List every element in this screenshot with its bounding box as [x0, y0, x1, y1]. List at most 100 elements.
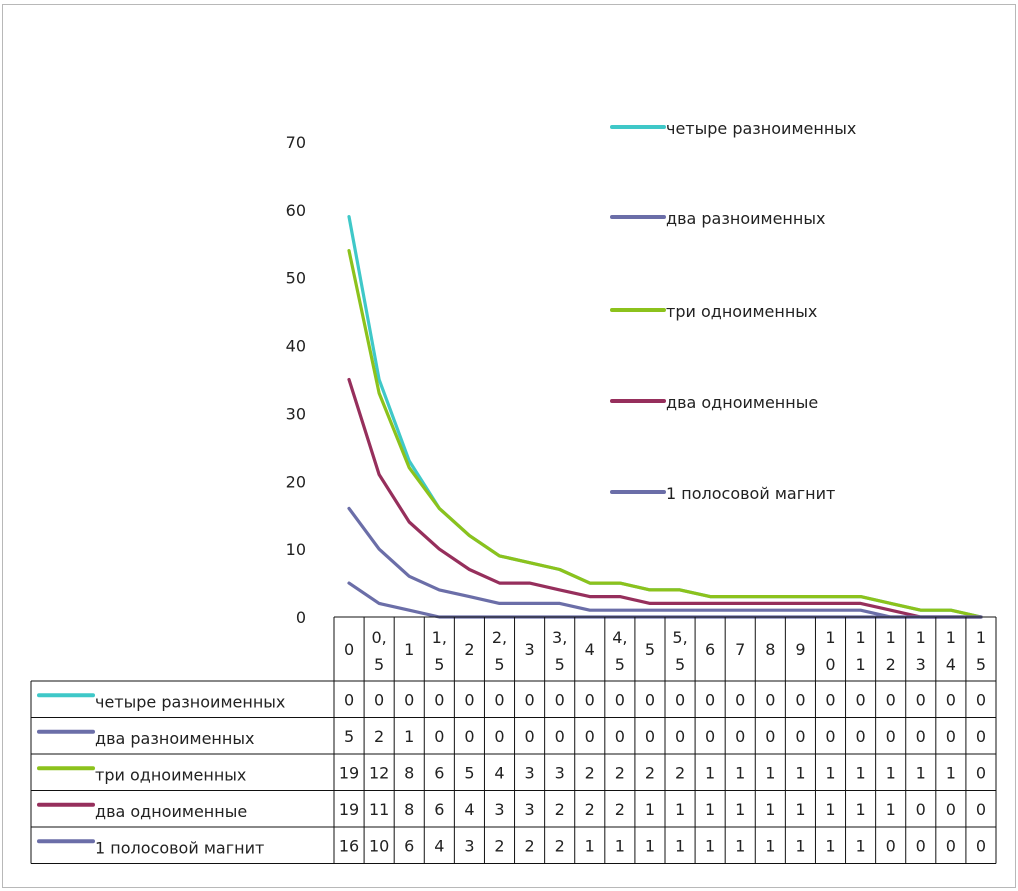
y-tick-label: 30: [286, 404, 306, 423]
table-cell: 0: [555, 727, 565, 746]
table-cell: 0: [976, 690, 986, 709]
table-cell: 1: [795, 763, 805, 782]
table-cell: 1: [795, 800, 805, 819]
y-tick-label: 10: [286, 540, 306, 559]
table-cell: 0: [735, 727, 745, 746]
table-cell: 11: [369, 800, 389, 819]
table-cell: 2: [615, 763, 625, 782]
x-tick-label: 0: [825, 655, 835, 674]
table-cell: 0: [946, 800, 956, 819]
x-tick-label: 8: [765, 640, 775, 659]
y-tick-label: 50: [286, 269, 306, 288]
legend-entry: три одноименных: [666, 302, 817, 321]
table-cell: 0: [705, 690, 715, 709]
table-row-label: два разноименных: [95, 729, 254, 748]
y-tick-label: 0: [296, 608, 306, 627]
table-cell: 5: [344, 727, 354, 746]
table-cell: 4: [494, 763, 504, 782]
table-cell: 8: [404, 800, 414, 819]
table-cell: 2: [555, 836, 565, 855]
x-tick-label: 5,: [672, 628, 687, 647]
x-tick-label: 5: [675, 655, 685, 674]
table-cell: 1: [765, 763, 775, 782]
table-cell: 0: [855, 690, 865, 709]
table-cell: 1: [705, 763, 715, 782]
x-tick-label: 2: [464, 640, 474, 659]
table-cell: 2: [494, 836, 504, 855]
series-line-4: [347, 506, 983, 619]
table-cell: 0: [404, 690, 414, 709]
x-tick-label: 4: [946, 655, 956, 674]
table-cell: 0: [464, 690, 474, 709]
table-cell: 0: [886, 727, 896, 746]
table-cell: 1: [916, 763, 926, 782]
x-tick-label: 1: [825, 628, 835, 647]
x-tick-label: 1: [855, 628, 865, 647]
table-cell: 0: [765, 690, 775, 709]
table-cell: 1: [615, 836, 625, 855]
table-cell: 19: [339, 763, 359, 782]
table-cell: 0: [946, 836, 956, 855]
table-cell: 1: [735, 763, 745, 782]
table-cell: 1: [886, 800, 896, 819]
table-cell: 1: [855, 800, 865, 819]
table-cell: 0: [976, 836, 986, 855]
table-cell: 0: [494, 690, 504, 709]
x-tick-label: 1: [946, 628, 956, 647]
table-cell: 0: [976, 763, 986, 782]
table-cell: 6: [404, 836, 414, 855]
table-cell: 0: [765, 727, 775, 746]
table-cell: 0: [916, 836, 926, 855]
x-tick-label: 2,: [492, 628, 507, 647]
table-cell: 0: [524, 690, 534, 709]
table-cell: 0: [976, 800, 986, 819]
table-cell: 1: [675, 800, 685, 819]
table-cell: 4: [434, 836, 444, 855]
series-line-0: [347, 215, 983, 619]
table-cell: 0: [916, 800, 926, 819]
x-tick-label: 3: [916, 655, 926, 674]
x-tick-label: 5: [434, 655, 444, 674]
x-tick-label: 1,: [432, 628, 447, 647]
series-line-3: [347, 377, 983, 619]
legend-entry: четыре разноименных: [666, 119, 856, 138]
table-cell: 1: [645, 836, 655, 855]
plot-area: [347, 215, 983, 619]
table-cell: 1: [825, 763, 835, 782]
table-cell: 12: [369, 763, 389, 782]
table-cell: 5: [464, 763, 474, 782]
table-cell: 2: [615, 800, 625, 819]
x-tick-label: 1: [976, 628, 986, 647]
table-cell: 2: [675, 763, 685, 782]
table-cell: 16: [339, 836, 359, 855]
table-cell: 1: [645, 800, 655, 819]
table-cell: 1: [705, 800, 715, 819]
table-cell: 0: [705, 727, 715, 746]
table-row-label: три одноименных: [95, 765, 246, 784]
table-cell: 3: [494, 800, 504, 819]
table-cell: 0: [886, 690, 896, 709]
x-tick-label: 1: [855, 655, 865, 674]
x-tick-label: 0,: [372, 628, 387, 647]
table-cell: 1: [705, 836, 715, 855]
table-row-label: два одноименные: [95, 802, 247, 821]
legend-entry: 1 полосовой магнит: [666, 484, 835, 503]
x-tick-label: 1: [404, 640, 414, 659]
y-tick-label: 40: [286, 337, 306, 356]
table-cell: 3: [464, 836, 474, 855]
x-tick-label: 5: [976, 655, 986, 674]
table-cell: 0: [795, 690, 805, 709]
y-tick-label: 60: [286, 201, 306, 220]
table-cell: 0: [795, 727, 805, 746]
table-cell: 0: [825, 727, 835, 746]
table-row-label: четыре разноименных: [95, 692, 285, 711]
table-cell: 0: [916, 690, 926, 709]
table-cell: 1: [765, 800, 775, 819]
legend-entry: два разноименных: [666, 209, 825, 228]
table-cell: 0: [886, 836, 896, 855]
table-cell: 2: [524, 836, 534, 855]
y-tick-label: 20: [286, 472, 306, 491]
table-cell: 1: [404, 727, 414, 746]
table-row-label: 1 полосовой магнит: [95, 838, 264, 857]
table-cell: 3: [524, 763, 534, 782]
